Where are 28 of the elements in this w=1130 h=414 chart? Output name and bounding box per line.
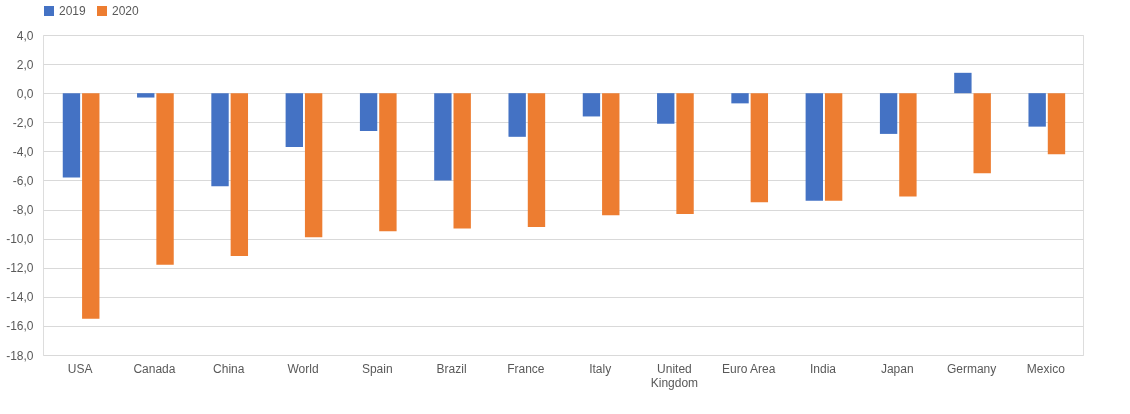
- y-tick-label: -2,0: [12, 115, 34, 130]
- x-tick-label: Germany: [946, 361, 997, 376]
- x-tick-label: Italy: [589, 361, 612, 376]
- x-tick-label: World: [287, 361, 319, 376]
- x-tick-label: France: [507, 361, 545, 376]
- x-tick-label: Canada: [133, 361, 176, 376]
- x-tick-label: Mexico: [1026, 361, 1066, 376]
- x-tick-label: Euro Area: [722, 361, 776, 376]
- x-tick-label: India: [809, 361, 837, 376]
- x-tick-label: United Kingdom: [650, 361, 699, 390]
- x-tick-label: Japan: [880, 361, 914, 376]
- legend-label: 2020: [112, 4, 140, 18]
- y-tick-label: 4,0: [16, 28, 34, 43]
- y-tick-label: -18,0: [6, 348, 34, 363]
- y-tick-label: 0,0: [16, 86, 34, 101]
- x-tick-label: China: [213, 361, 245, 376]
- x-tick-label: Spain: [361, 361, 393, 376]
- y-tick-label: -6,0: [12, 173, 34, 188]
- y-tick-label: 2,0: [16, 57, 34, 72]
- y-tick-label: -12,0: [6, 261, 34, 276]
- x-tick-label: Brazil: [436, 361, 467, 376]
- y-tick-label: -10,0: [6, 232, 34, 247]
- y-tick-label: -14,0: [6, 290, 34, 305]
- y-tick-label: -8,0: [12, 203, 34, 218]
- x-tick-label: USA: [67, 361, 93, 376]
- y-tick-label: -16,0: [6, 319, 34, 334]
- y-tick-label: -4,0: [12, 144, 34, 159]
- legend-label: 2019: [59, 4, 87, 18]
